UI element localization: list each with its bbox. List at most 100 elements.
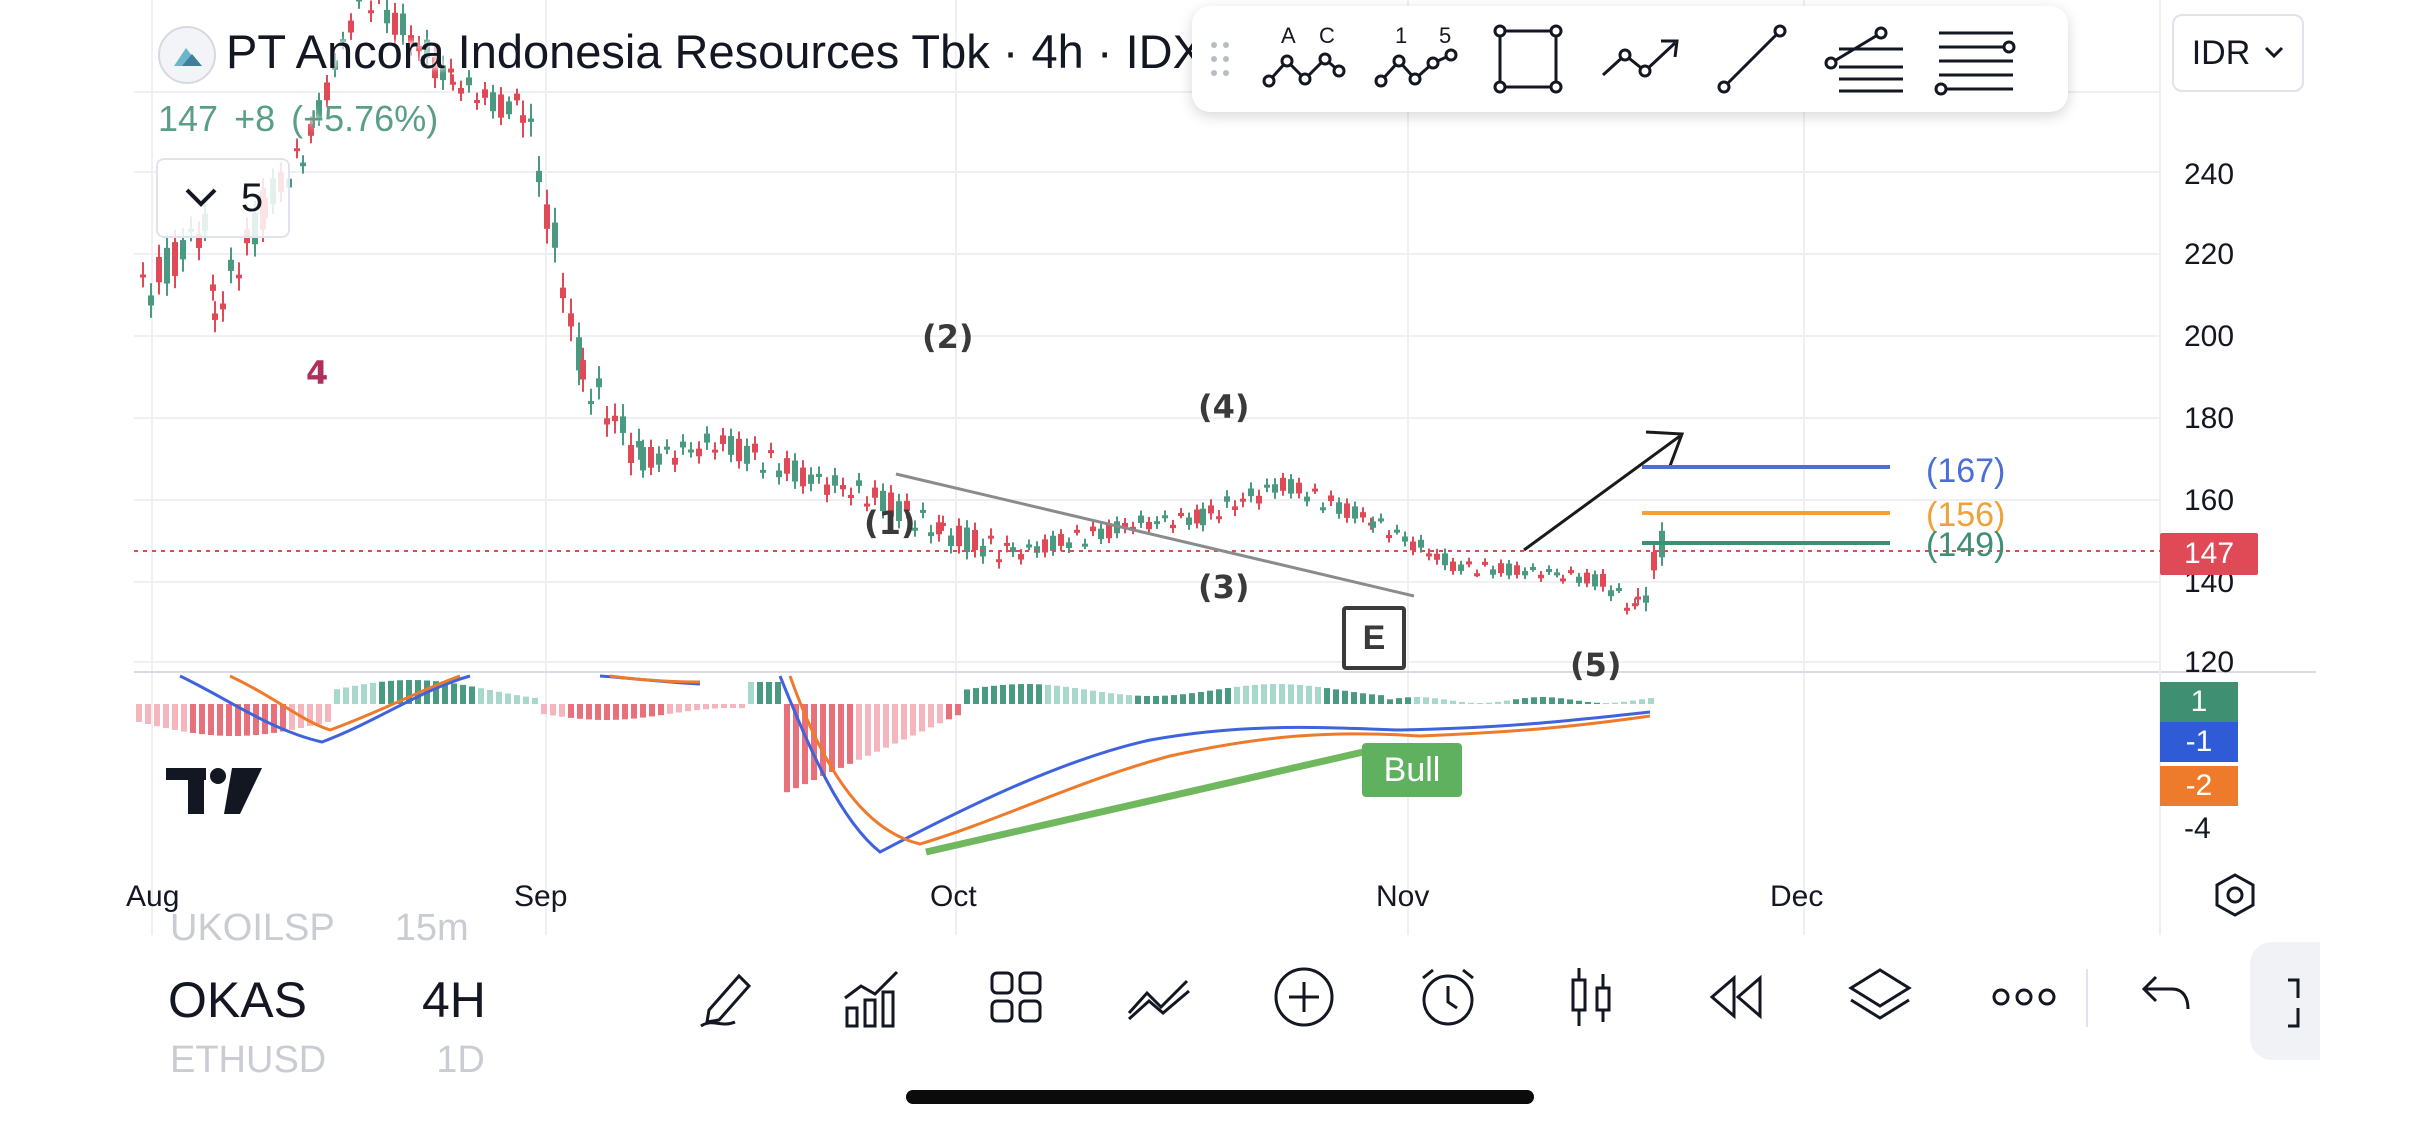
drawing-button[interactable] (656, 963, 800, 1031)
candle (1098, 528, 1104, 540)
macd-bar (829, 704, 835, 772)
macd-bar (1198, 691, 1204, 704)
macd-bar (712, 704, 718, 709)
bull-divergence-line[interactable] (925, 746, 1373, 856)
macd-bar (1000, 684, 1006, 704)
tradingview-logo[interactable] (166, 768, 262, 818)
candle (332, 60, 338, 70)
candle (636, 441, 642, 448)
macd-bar (523, 696, 529, 704)
trend-line-tool[interactable] (1696, 6, 1808, 112)
macd-bar (1135, 695, 1141, 704)
ghost-symbol-below-name: ETHUSD (170, 1039, 327, 1081)
wave-label-e[interactable]: E (1342, 606, 1406, 670)
candle (808, 474, 814, 484)
symbol-logo[interactable] (158, 26, 216, 84)
indicators-button[interactable] (800, 963, 944, 1031)
layers-button[interactable] (1808, 963, 1952, 1031)
interval-selector[interactable]: 4H (422, 972, 486, 1028)
candle (696, 448, 702, 457)
horizontal-lines-tool[interactable] (1920, 6, 2032, 112)
trend-line[interactable] (895, 472, 1415, 598)
symbol-selector[interactable]: OKAS (168, 972, 307, 1028)
chart-title[interactable]: PT Ancora Indonesia Resources Tbk · 4h ·… (226, 25, 1204, 78)
chevron-down-icon (2265, 46, 2284, 59)
wave-label-2: (2) (922, 318, 974, 356)
home-indicator[interactable] (906, 1090, 1534, 1104)
macd-bar (1108, 693, 1114, 704)
macd-bar (271, 704, 277, 733)
chart-settings-icon[interactable] (2212, 872, 2258, 918)
candle (1624, 607, 1630, 611)
macd-bar (433, 681, 439, 704)
candle (300, 162, 306, 167)
macd-bar (1063, 686, 1069, 704)
ghost-symbol-below-interval: 1D (436, 1039, 485, 1081)
price-tick-240: 240 (2184, 158, 2234, 191)
candle (728, 435, 734, 455)
replay-button[interactable] (1664, 963, 1808, 1031)
add-button[interactable] (1232, 963, 1376, 1031)
macd-bar (244, 704, 250, 736)
compare-button[interactable] (1088, 963, 1232, 1031)
macd-bar (1387, 699, 1393, 704)
macd-bar (1351, 692, 1357, 704)
candle (156, 257, 162, 283)
candle (752, 443, 758, 453)
path-arrow-tool[interactable] (1584, 6, 1696, 112)
elliott-wave-tool[interactable]: 1 5 (1360, 6, 1472, 112)
candle (498, 94, 504, 118)
time-axis[interactable]: Aug Sep Oct Nov Dec (126, 880, 1823, 913)
candle (580, 360, 586, 380)
candle (1568, 570, 1574, 574)
candle (196, 233, 202, 248)
alert-button[interactable] (1376, 963, 1520, 1031)
price-axis[interactable]: 240 220 200 180 160 140 120 -4 (2184, 158, 2234, 845)
drag-handle-icon[interactable] (1192, 6, 1248, 112)
macd-bar (1054, 685, 1060, 704)
candle (736, 438, 742, 462)
rectangle-tool[interactable] (1472, 6, 1584, 112)
candle (1296, 482, 1302, 494)
side-panel-tab[interactable] (2250, 942, 2320, 1060)
candle (172, 242, 178, 276)
chart-type-button[interactable] (1520, 963, 1664, 1031)
candle (1186, 517, 1192, 525)
candle (348, 20, 354, 33)
layouts-button[interactable] (944, 963, 1088, 1031)
fib-retracement-tool[interactable] (1808, 6, 1920, 112)
svg-text:1: 1 (1395, 23, 1407, 48)
macd-bar (730, 704, 736, 709)
candle (1378, 518, 1384, 522)
more-button[interactable] (1952, 963, 2096, 1031)
undo-icon[interactable] (2136, 963, 2196, 1023)
candle (1256, 495, 1262, 504)
macd-bar (622, 704, 628, 720)
macd-bar (883, 704, 889, 748)
candle (384, 9, 390, 24)
macd-bar (892, 704, 898, 744)
candle (1090, 526, 1096, 532)
macd-bar (640, 704, 646, 718)
macd-bar (136, 704, 142, 722)
macd-bar (865, 704, 871, 756)
indicators-collapse-button[interactable]: 5 (156, 158, 290, 238)
candle (776, 470, 782, 478)
abc-pattern-tool[interactable]: A C (1248, 6, 1360, 112)
projection-arrow[interactable] (1523, 430, 1685, 552)
macd-bar (559, 704, 565, 717)
macd-bar (1504, 700, 1510, 704)
macd-bar (1306, 685, 1312, 704)
macd-bar (1369, 694, 1375, 704)
macd-bar (658, 704, 664, 716)
macd-bar (550, 704, 556, 716)
macd-bar (1576, 700, 1582, 704)
macd-bar (847, 704, 853, 764)
macd-bar (757, 682, 763, 704)
candle (1178, 512, 1184, 516)
macd-bar (910, 704, 916, 736)
candle (904, 500, 910, 512)
macd-bar (1630, 700, 1636, 704)
currency-selector[interactable]: IDR (2172, 14, 2304, 92)
